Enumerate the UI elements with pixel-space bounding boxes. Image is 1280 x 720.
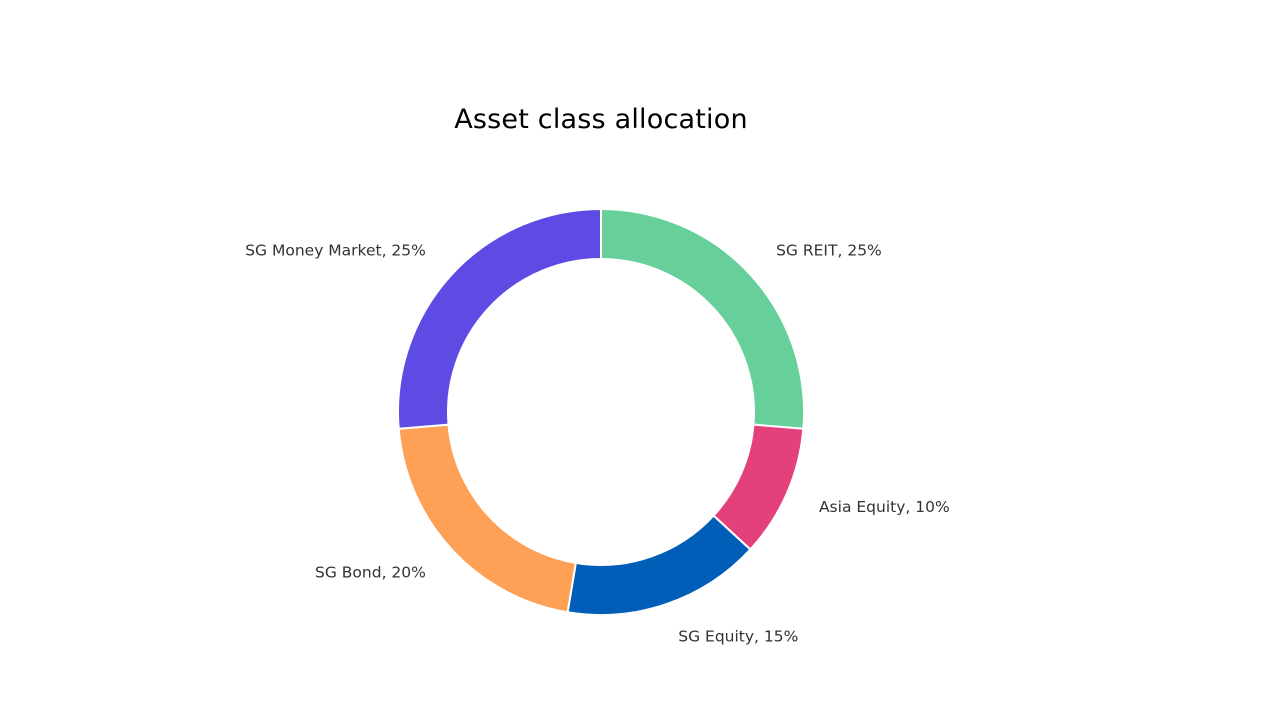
slice-label-asia-equity: Asia Equity, 10%	[819, 498, 950, 516]
labels-group: SG REIT, 25% Asia Equity, 10% SG Equity, 1…	[245, 241, 949, 645]
chart-title: Asset class allocation	[454, 104, 748, 135]
slice-sg-reit	[600, 207, 805, 430]
slice-sg-money-market	[397, 207, 602, 430]
slice-label-sg-money-market: SG Money Market, 25%	[245, 241, 426, 259]
slice-sg-bond	[397, 423, 577, 614]
slice-label-sg-bond: SG Bond, 20%	[315, 564, 426, 582]
slice-label-sg-equity: SG Equity, 15%	[678, 628, 798, 646]
slice-sg-equity	[566, 514, 752, 616]
slices-group	[397, 207, 805, 616]
slice-label-sg-reit: SG REIT, 25%	[776, 241, 882, 259]
